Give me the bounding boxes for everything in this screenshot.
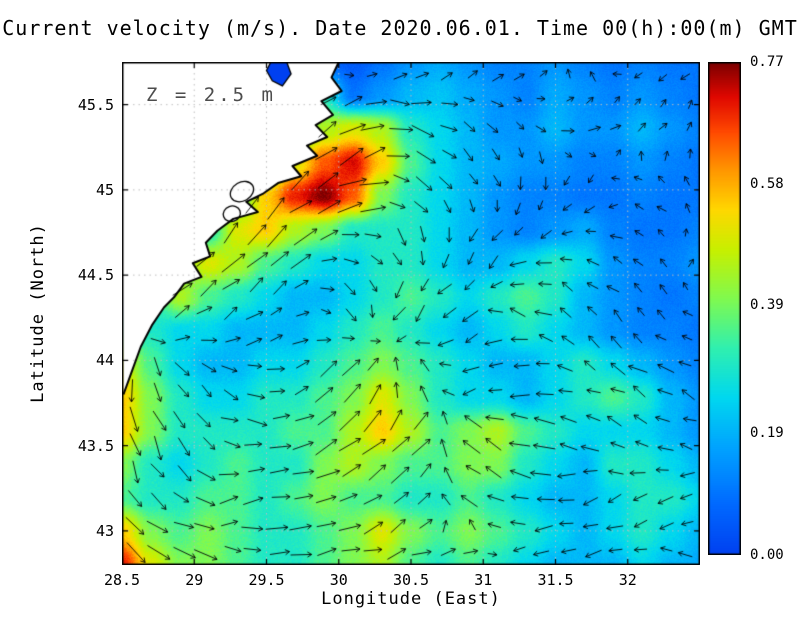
x-tick-label: 31: [474, 571, 493, 589]
y-tick-label: 45: [95, 180, 114, 199]
colorbar-tick-label: 0.19: [750, 425, 784, 442]
x-tick-label: 29: [185, 571, 204, 589]
y-tick-label: 43: [95, 521, 114, 540]
figure-title: Current velocity (m/s). Date 2020.06.01.…: [2, 16, 798, 40]
x-tick-label: 30: [329, 571, 348, 589]
x-tick-label: 28.5: [103, 571, 141, 589]
depth-annotation: Z = 2.5 m: [146, 84, 276, 106]
velocity-map-plot: [122, 62, 700, 565]
y-tick-label: 44: [95, 351, 114, 370]
colorbar-tick-label: 0.39: [750, 297, 784, 314]
x-tick-label: 30.5: [392, 571, 430, 589]
colorbar-tick-label: 0.00: [750, 547, 784, 563]
colorbar-tick-label: 0.58: [750, 175, 784, 192]
x-tick-label: 29.5: [248, 571, 285, 589]
y-tick-label: 44.5: [77, 266, 114, 285]
x-tick-label: 31.5: [537, 571, 574, 589]
y-tick-label: 43.5: [77, 436, 114, 455]
colorbar-tick-label: 0.77: [750, 54, 784, 70]
y-axis-label: Latitude (North): [28, 223, 48, 403]
x-tick-label: 32: [618, 571, 637, 589]
x-axis-label: Longitude (East): [321, 589, 501, 609]
colorbar: [708, 62, 741, 555]
y-tick-label: 45.5: [77, 95, 114, 114]
